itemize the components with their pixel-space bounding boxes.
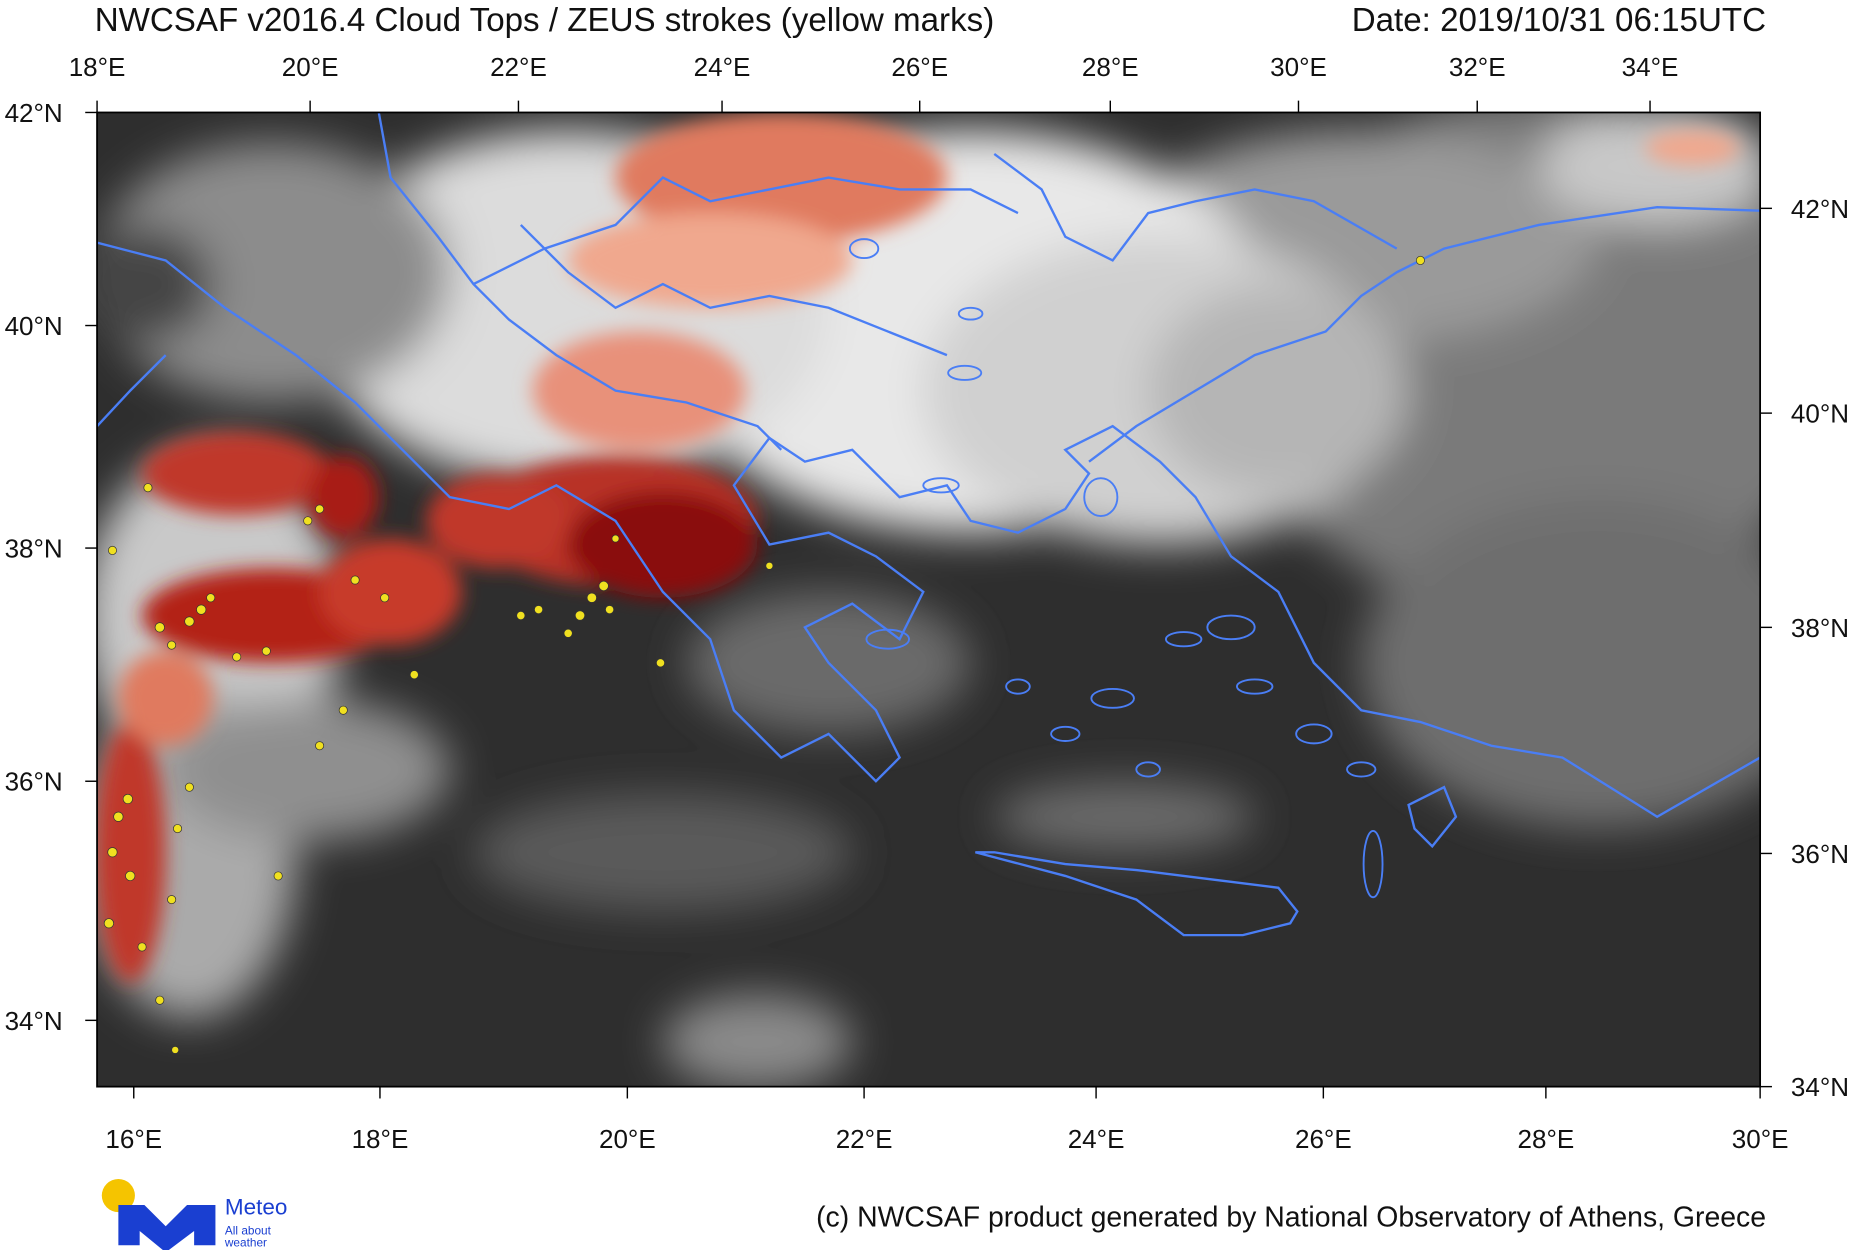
- bottom-axis-label: 28°E: [1518, 1124, 1575, 1154]
- bottom-axis-label: 30°E: [1732, 1124, 1789, 1154]
- bottom-axis-label: 24°E: [1068, 1124, 1125, 1154]
- left-axis-label: 34°N: [5, 1006, 63, 1036]
- title: NWCSAF v2016.4 Cloud Tops / ZEUS strokes…: [95, 2, 995, 39]
- left-axis-label: 42°N: [5, 98, 63, 128]
- date: Date: 2019/10/31 06:15UTC: [1352, 2, 1766, 39]
- top-axis-label: 18°E: [69, 52, 126, 82]
- credit: (c) NWCSAF product generated by National…: [816, 1201, 1766, 1233]
- right-axis-label: 40°N: [1791, 399, 1849, 429]
- bottom-axis-label: 20°E: [599, 1124, 656, 1154]
- left-axis-label: 36°N: [5, 767, 63, 797]
- right-axis-label: 38°N: [1791, 613, 1849, 643]
- top-axis-label: 26°E: [891, 52, 948, 82]
- bottom-axis-label: 18°E: [352, 1124, 409, 1154]
- top-axis-label: 34°E: [1622, 52, 1679, 82]
- bottom-axis-label: 26°E: [1295, 1124, 1352, 1154]
- logo: Meteo All about weather: [101, 1178, 287, 1250]
- left-axis-label: 40°N: [5, 311, 63, 341]
- right-axis-label: 42°N: [1791, 194, 1849, 224]
- top-axis-label: 22°E: [490, 52, 547, 82]
- left-axis-label: 38°N: [5, 534, 63, 564]
- top-axis-label: 30°E: [1270, 52, 1327, 82]
- satellite-image: [97, 112, 1761, 1087]
- right-axis-label: 34°N: [1791, 1072, 1849, 1102]
- islands: [848, 238, 1384, 899]
- top-axis-label: 24°E: [694, 52, 751, 82]
- right-axis-label: 36°N: [1791, 839, 1849, 869]
- axes: 18°E 20°E 22°E 24°E 26°E 28°E 30°E 32°E 34°E 16°E…: [5, 52, 1850, 1154]
- lightning-strokes: [103, 255, 1425, 1054]
- plot-frame: [96, 111, 1762, 1088]
- bottom-axis-label: 22°E: [836, 1124, 893, 1154]
- coastlines: [97, 112, 1761, 937]
- logo-name: Meteo: [225, 1194, 287, 1219]
- logo-tagline: weather: [224, 1235, 267, 1249]
- top-axis-label: 32°E: [1449, 52, 1506, 82]
- logo-tagline: All about: [225, 1224, 272, 1238]
- top-axis-label: 28°E: [1082, 52, 1139, 82]
- bottom-axis-label: 16°E: [105, 1124, 162, 1154]
- top-axis-label: 20°E: [282, 52, 339, 82]
